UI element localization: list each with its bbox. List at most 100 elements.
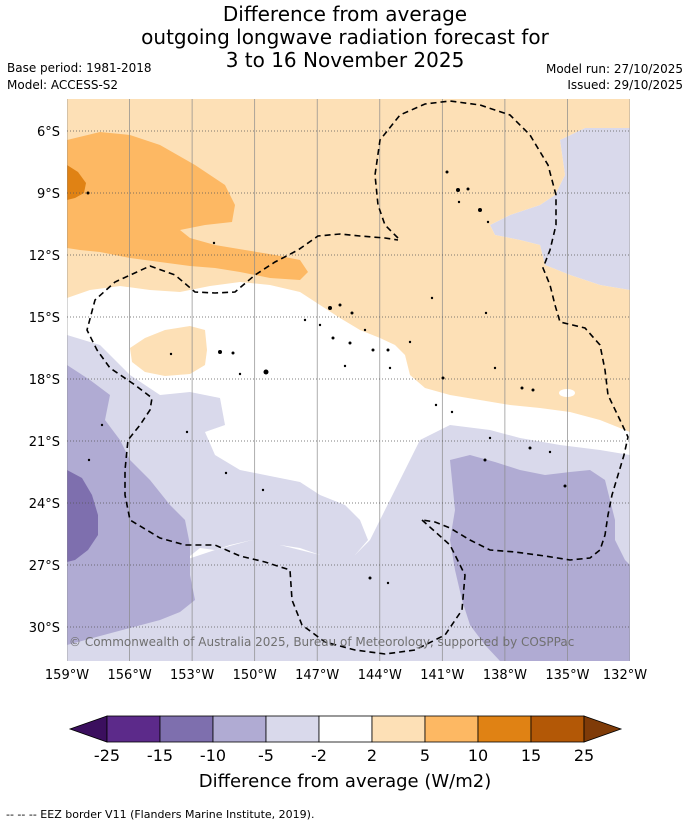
lat-label-27s: 27°S — [29, 559, 60, 574]
lat-label-9s: 9°S — [37, 187, 60, 202]
model-run: Model run: 27/10/2025 — [545, 62, 683, 76]
island-north-3 — [169, 352, 173, 356]
island-pitcairn-2 — [488, 436, 492, 440]
colorbar-bin-plus10-plus15 — [477, 715, 532, 743]
island-tuamotu-1 — [328, 306, 332, 310]
island-austral-4 — [87, 458, 91, 462]
island-north-1 — [430, 296, 434, 300]
colorbar-tick-plus10: 10 — [467, 746, 489, 765]
island-marquesas-1 — [445, 170, 449, 174]
copyright-notice: © Commonwealth of Australia 2025, Bureau… — [69, 635, 574, 649]
island-tuamotu-2 — [338, 303, 342, 307]
anomaly-region-minus5-to-minus10-east — [450, 455, 630, 661]
island-tuamotu-12 — [343, 364, 347, 368]
issued-date: Issued: 29/10/2025 — [567, 78, 683, 92]
model-name: Model: ACCESS-S2 — [7, 78, 119, 92]
island-gambier-3 — [520, 386, 524, 390]
gridlines — [67, 99, 630, 661]
island-gambier-2 — [493, 366, 497, 370]
island-austral-5 — [100, 423, 104, 427]
title-line-1: Difference from average — [222, 2, 468, 26]
map-field — [67, 99, 630, 661]
island-tuamotu-8 — [348, 341, 352, 345]
island-pitcairn-1 — [483, 458, 487, 462]
lat-label-30s: 30°S — [29, 621, 60, 636]
colorbar-tick-plus25: 25 — [573, 746, 595, 765]
colorbar-bin-minus10-minus5 — [212, 715, 267, 743]
lat-label-12s: 12°S — [29, 249, 60, 264]
island-austral-3 — [261, 488, 265, 492]
anomaly-region-plus5-to-plus10 — [67, 132, 308, 280]
island-tuamotu-3 — [350, 311, 354, 315]
island-south-1 — [368, 576, 372, 580]
colorbar-tick-plus2: 2 — [366, 746, 378, 765]
base-period: Base period: 1981-2018 — [7, 61, 152, 75]
colorbar-bin-minus25-minus15 — [106, 715, 161, 743]
colorbar-tick-plus5: 5 — [419, 746, 431, 765]
island-marquesas-3 — [466, 187, 470, 191]
colorbar-bin-plus5-plus10 — [424, 715, 479, 743]
colorbar-bin-minus2-plus2 — [318, 715, 373, 743]
colorbar-tick-minus2: -2 — [311, 746, 327, 765]
island-marquesas-2 — [456, 188, 460, 192]
title-line-3: 3 to 16 November 2025 — [225, 48, 465, 72]
lon-label-138w: 138°W — [483, 668, 527, 683]
lat-label-18s: 18°S — [29, 373, 60, 388]
island-tuamotu-4 — [363, 328, 367, 332]
lon-label-150w: 150°W — [233, 668, 277, 683]
title-line-2: outgoing longwave radiation forecast for — [141, 25, 549, 49]
island-tuamotu-5 — [303, 318, 307, 322]
lon-label-153w: 153°W — [170, 668, 214, 683]
island-east-1 — [434, 403, 438, 407]
colorbar-bin-plus15-plus25 — [530, 715, 585, 743]
island-pitcairn-3 — [528, 446, 532, 450]
colorbar-tick-minus15: -15 — [146, 746, 174, 765]
anomaly-region-plus2-to-plus5-island — [130, 326, 207, 376]
island-tuamotu-13 — [388, 366, 392, 370]
island-tuamotu-9 — [371, 348, 375, 352]
lon-label-135w: 135°W — [545, 668, 589, 683]
parallels — [67, 130, 630, 628]
island-north-2 — [484, 311, 488, 315]
colorbar-extend-high — [583, 715, 623, 743]
island-pitcairn-4 — [548, 450, 552, 454]
island-marquesas-6 — [486, 220, 490, 224]
anomaly-spot-white-hole — [559, 389, 575, 397]
island-society-4 — [238, 372, 242, 376]
island-tuamotu-11 — [408, 340, 412, 344]
anomaly-region-minus10-to-minus15 — [67, 470, 98, 562]
eez-border-south — [86, 233, 466, 655]
island-marquesas-5 — [478, 208, 482, 212]
lat-label-24s: 24°S — [29, 497, 60, 512]
latitude-labels: 6°S 9°S 12°S 15°S 18°S 21°S 24°S 27°S 30… — [29, 125, 60, 636]
island-society-2 — [231, 351, 235, 355]
island-northwest-2 — [212, 241, 216, 245]
colorbar-bin-minus5-minus2 — [265, 715, 320, 743]
lon-label-141w: 141°W — [420, 668, 464, 683]
colorbar-tick-plus15: 15 — [520, 746, 542, 765]
lon-label-156w: 156°W — [108, 668, 152, 683]
island-south-2 — [386, 581, 390, 585]
island-marquesas-4 — [457, 200, 461, 204]
lon-label-132w: 132°W — [603, 668, 647, 683]
colorbar-tick-minus5: -5 — [258, 746, 274, 765]
island-northwest-1 — [86, 191, 90, 195]
island-tuamotu-10 — [386, 348, 390, 352]
colorbar — [68, 715, 623, 743]
lon-label-147w: 147°W — [295, 668, 339, 683]
island-austral-1 — [185, 430, 189, 434]
island-tuamotu-6 — [318, 323, 322, 327]
lat-label-21s: 21°S — [29, 435, 60, 450]
anomaly-region-minus2-to-minus5-northeast — [490, 128, 630, 290]
eez-border-french-polynesia — [374, 100, 629, 561]
colorbar-title: Difference from average (W/m2) — [198, 771, 492, 792]
anomaly-region-minus5-to-minus10-west — [67, 365, 195, 645]
island-gambier-1 — [441, 376, 445, 380]
island-society-1 — [218, 350, 222, 354]
island-gambier-4 — [531, 388, 535, 392]
anomaly-region-plus10-to-plus15 — [67, 165, 86, 200]
colorbar-tick-minus25: -25 — [93, 746, 121, 765]
island-society-3 — [263, 369, 269, 375]
longitude-labels: 159°W 156°W 153°W 150°W 147°W 144°W 141°… — [45, 668, 647, 683]
